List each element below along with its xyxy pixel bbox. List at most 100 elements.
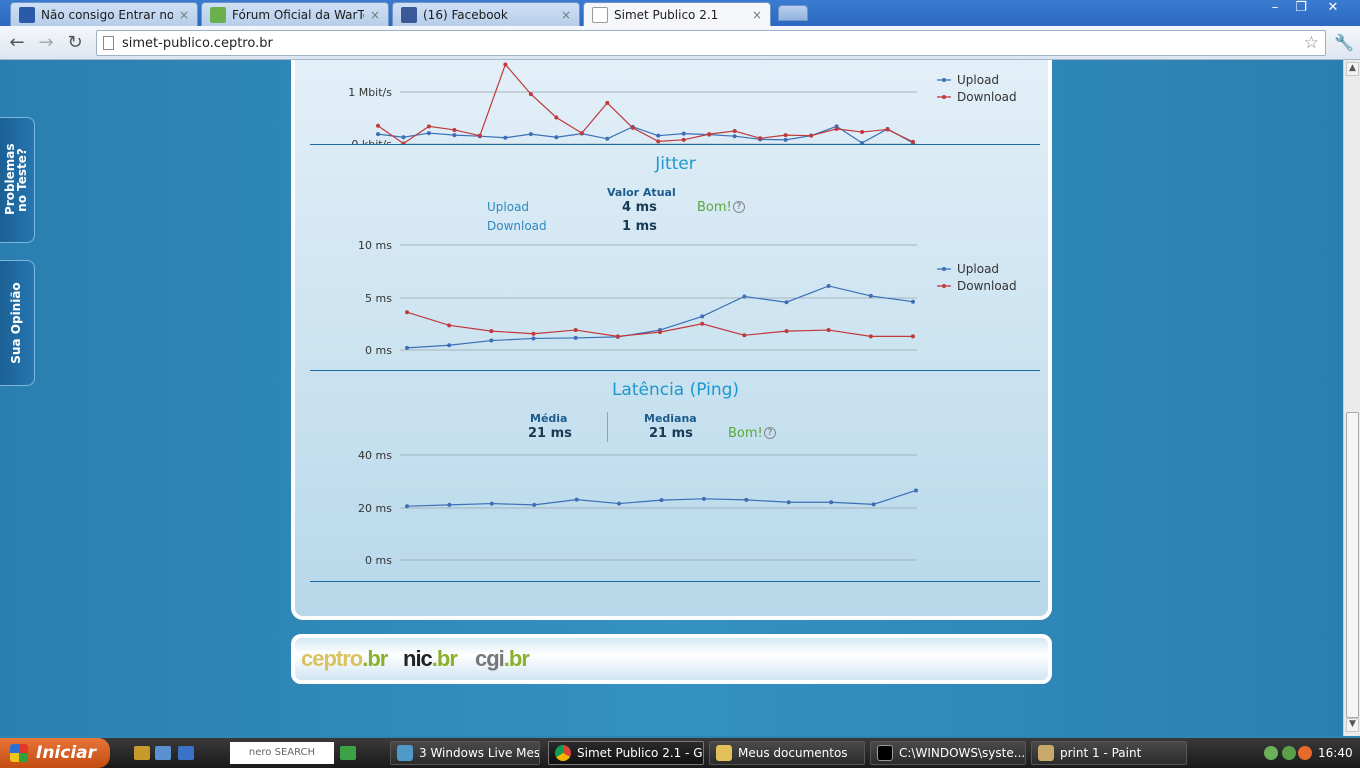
nero-search-box[interactable]: nero SEARCH: [230, 742, 334, 764]
task-paint[interactable]: print 1 - Paint: [1031, 741, 1187, 765]
wrench-menu-icon[interactable]: 🔧: [1334, 33, 1354, 52]
media-header: Média: [530, 412, 568, 425]
task-chrome[interactable]: Simet Publico 2.1 - Go...: [548, 741, 704, 765]
start-label: Iniciar: [36, 743, 97, 763]
scroll-thumb[interactable]: [1346, 412, 1359, 718]
nic-logo[interactable]: nic.br: [403, 646, 458, 671]
vertical-scrollbar[interactable]: ▲ ▼: [1343, 60, 1360, 736]
data-point: [826, 328, 831, 333]
help-icon[interactable]: ?: [733, 201, 745, 213]
messenger-tray-icon[interactable]: [1282, 746, 1296, 760]
data-point: [426, 124, 431, 129]
data-point: [914, 488, 918, 493]
y-tick-label: 0 ms: [365, 554, 392, 567]
data-point: [531, 331, 536, 336]
go-arrow-icon[interactable]: [340, 746, 356, 760]
taskbar: Iniciar nero SEARCH 3 Windows Live Mes..…: [0, 738, 1360, 768]
new-tab-button[interactable]: [778, 5, 808, 21]
minimize-button[interactable]: –: [1271, 0, 1279, 15]
jitter-title: Jitter: [655, 154, 696, 174]
series-line-upload: [406, 285, 914, 349]
data-point: [829, 500, 834, 505]
reload-icon[interactable]: ↻: [67, 32, 83, 53]
scroll-down-icon[interactable]: ▼: [1346, 718, 1359, 732]
url-text: simet-publico.ceptro.br: [122, 35, 273, 51]
data-point: [605, 100, 610, 105]
jitter-download-label: Download: [487, 219, 547, 233]
data-point: [784, 329, 789, 334]
mediana-header: Mediana: [644, 412, 697, 425]
mediana-value: 21 ms: [649, 426, 693, 441]
windows-logo-icon: [10, 744, 28, 762]
legend-marker: [942, 267, 946, 271]
close-window-button[interactable]: ✕: [1327, 0, 1339, 15]
close-icon[interactable]: ×: [178, 7, 189, 22]
messenger-icon: [397, 745, 413, 761]
legend-marker: [942, 78, 946, 82]
task-meus-documentos[interactable]: Meus documentos: [709, 741, 865, 765]
close-icon[interactable]: ×: [751, 7, 762, 22]
data-point: [911, 139, 915, 144]
legend-label: Download: [957, 279, 1017, 293]
problemas-no-teste-tab[interactable]: Problemas no Teste?: [0, 117, 35, 243]
data-point: [447, 323, 452, 328]
latency-chart: 40 ms 20 ms 0 ms: [358, 449, 918, 567]
data-point: [758, 136, 763, 141]
tab-nao-consigo[interactable]: Não consigo Entrar no Jogo !! ×: [10, 2, 198, 26]
help-icon[interactable]: ?: [764, 427, 776, 439]
data-point: [528, 92, 533, 97]
data-point: [489, 329, 494, 334]
forum-favicon-icon: [19, 6, 35, 23]
tab-forum-warteam[interactable]: Fórum Oficial da WarTeam ×: [201, 2, 389, 26]
start-button[interactable]: Iniciar: [0, 738, 110, 768]
back-arrow-icon[interactable]: ←: [9, 32, 25, 53]
tab-label: Fórum Oficial da WarTeam: [232, 7, 364, 22]
tab-label: Simet Publico 2.1: [614, 7, 719, 22]
opiniao-label: Sua Opinião: [9, 282, 23, 364]
jitter-upload-label: Upload: [487, 200, 530, 214]
cgi-logo[interactable]: cgi.br: [475, 646, 530, 671]
data-point: [452, 133, 457, 138]
task-windows-live[interactable]: 3 Windows Live Mes...: [390, 741, 540, 765]
scroll-up-icon[interactable]: ▲: [1346, 62, 1359, 76]
quicklaunch-icon[interactable]: [134, 746, 150, 760]
data-point: [656, 133, 661, 138]
data-point: [871, 502, 876, 507]
data-point: [376, 123, 380, 128]
browser-toolbar: ← → ↻ simet-publico.ceptro.br ☆: [0, 26, 1360, 60]
legend-marker: [942, 284, 946, 288]
series-line-download: [377, 63, 914, 144]
quicklaunch-icon[interactable]: [155, 746, 171, 760]
legend-label: Upload: [957, 262, 999, 276]
task-cmd[interactable]: C:\WINDOWS\syste...: [870, 741, 1026, 765]
bookmark-star-icon[interactable]: ☆: [1303, 33, 1319, 53]
data-point: [860, 130, 865, 135]
data-point: [401, 135, 406, 140]
section-divider: [310, 581, 1040, 582]
network-icon[interactable]: [1264, 746, 1278, 760]
ceptro-logo[interactable]: ceptro.br: [301, 646, 388, 671]
clock: 16:40: [1318, 746, 1353, 760]
data-point: [617, 501, 622, 506]
legend-label: Download: [957, 90, 1017, 104]
forward-arrow-icon[interactable]: →: [38, 32, 54, 53]
chat-favicon-icon: [210, 6, 226, 23]
task-label: print 1 - Paint: [1060, 746, 1142, 760]
y-tick-label: 20 ms: [358, 502, 392, 515]
chrome-icon: [555, 745, 571, 761]
data-point: [532, 502, 537, 507]
tab-facebook[interactable]: (16) Facebook ×: [392, 2, 580, 26]
data-point: [700, 321, 705, 326]
address-bar[interactable]: simet-publico.ceptro.br ☆: [96, 30, 1326, 56]
data-point: [659, 498, 664, 503]
close-icon[interactable]: ×: [369, 7, 380, 22]
data-point: [681, 131, 686, 136]
close-icon[interactable]: ×: [560, 7, 571, 22]
legend-label: Upload: [957, 73, 999, 87]
desktop-icon[interactable]: [178, 746, 194, 760]
maximize-button[interactable]: ❐: [1295, 0, 1307, 15]
data-point: [489, 338, 494, 343]
sua-opiniao-tab[interactable]: Sua Opinião: [0, 260, 35, 386]
tab-simet-publico[interactable]: Simet Publico 2.1 ×: [583, 2, 771, 26]
update-icon[interactable]: [1298, 746, 1312, 760]
